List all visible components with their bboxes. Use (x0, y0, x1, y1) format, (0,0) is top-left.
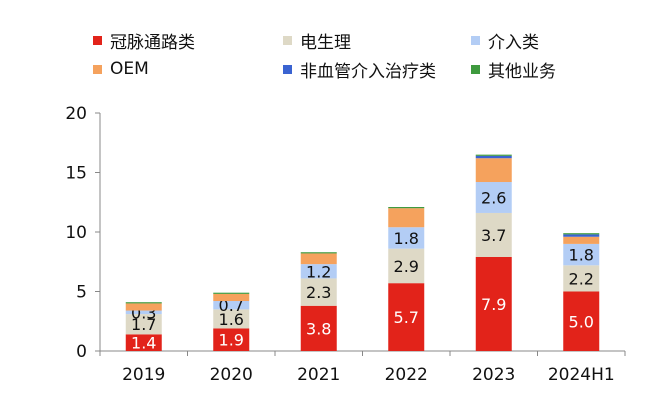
bar-segment (125, 334, 162, 351)
legend-item-oem: OEM (93, 56, 149, 82)
bar-segment (300, 305, 337, 351)
bar-segment (300, 252, 337, 254)
legend-item-coronary: 冠脉通路类 (93, 27, 195, 53)
bar-segment (388, 208, 425, 228)
data-label: 5.0 (569, 312, 594, 331)
x-tick-label: 2022 (385, 365, 428, 385)
bar-segment (388, 248, 425, 284)
x-tick-label: 2021 (297, 365, 340, 385)
legend-item-interventional: 介入类 (471, 27, 539, 53)
legend-swatch (471, 35, 480, 45)
bar-segment (213, 301, 250, 310)
data-label: 1.9 (219, 331, 244, 350)
bar-segment (300, 278, 337, 306)
bar-segment (563, 291, 600, 351)
bar-segment (388, 207, 425, 209)
data-label: 2.9 (394, 257, 419, 276)
bar-segment (213, 293, 250, 302)
legend-swatch (93, 64, 102, 74)
bar-segment (475, 154, 512, 156)
data-label: 2.6 (481, 188, 506, 207)
x-tick-label: 2020 (210, 365, 253, 385)
bar-segment (300, 264, 337, 279)
y-tick-label: 15 (65, 164, 87, 184)
bar-segment (213, 309, 250, 329)
bar-segment (125, 310, 162, 315)
bar-segment (125, 314, 162, 335)
bar-segment (388, 283, 425, 351)
data-label: 5.7 (394, 308, 419, 327)
legend-swatch (283, 35, 292, 45)
x-tick-label: 2023 (472, 365, 515, 385)
data-label: 2.3 (306, 283, 331, 302)
x-tick-label: 2024H1 (548, 365, 615, 385)
y-tick-label: 5 (76, 283, 87, 303)
legend-item-electrophysiology: 电生理 (283, 27, 351, 53)
data-label: 2.2 (569, 269, 594, 288)
data-label: 3.7 (481, 226, 506, 245)
y-tick-label: 20 (65, 104, 87, 124)
bar-segment (475, 182, 512, 213)
bar-segment (125, 302, 162, 304)
bar-segment (563, 236, 600, 244)
bar-segment (475, 212, 512, 257)
bar-segment (300, 253, 337, 265)
bar-segment (475, 256, 512, 351)
y-tick-label: 0 (76, 342, 87, 362)
bar-segment (563, 234, 600, 237)
bar-segment (475, 155, 512, 159)
legend-item-other: 其他业务 (471, 56, 556, 82)
legend-label: 电生理 (300, 32, 351, 53)
legend-label: 介入类 (488, 32, 539, 53)
legend-item-nonvascular: 非血管介入治疗类 (283, 56, 436, 82)
bar-segment (475, 158, 512, 183)
data-label: 1.4 (131, 334, 156, 353)
bar-segment (213, 292, 250, 294)
data-label: 1.6 (219, 310, 244, 329)
data-label: 1.8 (394, 229, 419, 248)
legend-label: 冠脉通路类 (110, 32, 195, 53)
data-label: 1.7 (131, 315, 156, 334)
bar-segment (388, 227, 425, 249)
legend-swatch (471, 64, 480, 74)
legend-swatch (93, 35, 102, 45)
data-label: 1.2 (306, 262, 331, 281)
bar-segment (563, 265, 600, 292)
legend-label: 其他业务 (488, 61, 556, 82)
data-label: 3.8 (306, 319, 331, 338)
data-label: 1.8 (569, 246, 594, 265)
y-tick-label: 10 (65, 223, 87, 243)
legend-label: 非血管介入治疗类 (300, 61, 436, 82)
data-label: 7.9 (481, 295, 506, 314)
legend-label: OEM (110, 59, 149, 79)
bar-segment (213, 328, 250, 351)
x-tick-label: 2019 (122, 365, 165, 385)
bar-segment (563, 233, 600, 235)
legend-swatch (283, 64, 292, 74)
chart-legend: 冠脉通路类 电生理 介入类 OEM 非血管介入治疗类 其他业务 (0, 0, 663, 90)
bar-segment (563, 243, 600, 266)
bar-segment (125, 303, 162, 311)
